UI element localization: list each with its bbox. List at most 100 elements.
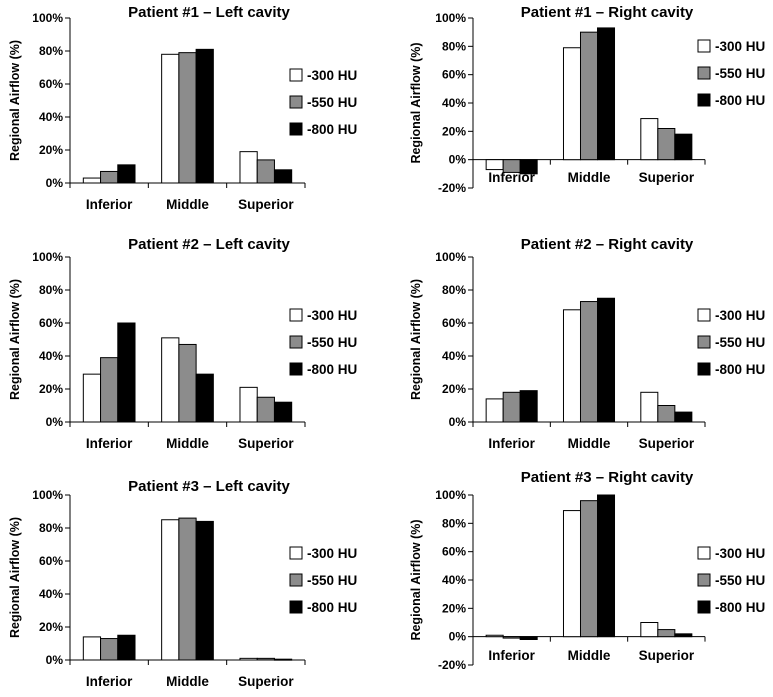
bar-middle-550hu [178, 517, 197, 661]
legend-label: -550 HU [715, 66, 765, 81]
bar-middle-800hu [195, 520, 214, 661]
x-category-label: Superior [238, 436, 294, 451]
y-tick-label: 80% [39, 521, 63, 535]
bar-inferior-300hu [82, 373, 102, 423]
legend-label: -550 HU [307, 573, 357, 588]
y-tick-label: 100% [435, 11, 466, 25]
bar-superior-550hu [657, 629, 676, 638]
legend-label: -800 HU [715, 362, 765, 377]
chart-title: Patient #1 – Right cavity [521, 4, 694, 21]
bar-middle-800hu [597, 494, 616, 638]
bar-superior-550hu [256, 396, 275, 423]
y-tick-label: 20% [442, 601, 466, 615]
y-axis-label: Regional Airflow (%) [8, 40, 22, 161]
legend: -300 HU -550 HU -800 HU [697, 39, 765, 108]
bar-inferior-550hu [502, 636, 521, 639]
y-axis-label: Regional Airflow (%) [409, 519, 423, 640]
legend: -300 HU -550 HU -800 HU [289, 68, 357, 137]
legend-swatch [289, 573, 303, 587]
y-tick-label: 80% [39, 44, 63, 58]
legend-swatch [289, 600, 303, 614]
bar-superior-800hu [674, 411, 693, 423]
bar-middle-300hu [562, 47, 581, 161]
bar-inferior-550hu [100, 357, 119, 423]
bar-inferior-300hu [82, 636, 102, 661]
bar-inferior-800hu [519, 159, 538, 175]
legend-swatch [289, 362, 303, 376]
bar-middle-300hu [161, 337, 180, 423]
y-tick-label: 40% [442, 573, 466, 587]
bar-middle-550hu [579, 301, 599, 423]
bar-middle-300hu [161, 53, 180, 184]
x-category-label: Superior [238, 197, 294, 212]
x-category-label: Inferior [488, 170, 535, 185]
y-axis-label: Regional Airflow (%) [8, 517, 22, 638]
bar-superior-300hu [239, 151, 258, 184]
y-tick-label: 100% [435, 250, 466, 264]
x-category-label: Superior [639, 436, 695, 451]
chart-title: Patient #2 – Right cavity [521, 236, 694, 253]
legend-label: -300 HU [715, 546, 765, 561]
bar-inferior-800hu [117, 164, 136, 184]
y-tick-label: 100% [32, 250, 63, 264]
bar-superior-800hu [674, 133, 693, 161]
legend-label: -550 HU [715, 573, 765, 588]
y-tick-label: 60% [39, 554, 63, 568]
legend-label: -300 HU [307, 308, 357, 323]
legend: -300 HU -550 HU -800 HU [289, 308, 357, 377]
chart-title: Patient #2 – Left cavity [128, 236, 290, 253]
y-tick-label: 0% [449, 415, 467, 429]
bar-middle-550hu [579, 500, 599, 638]
y-tick-label: 0% [449, 153, 467, 167]
legend-label: -800 HU [307, 362, 357, 377]
bar-inferior-300hu [485, 398, 504, 423]
legend-swatch [289, 95, 303, 109]
legend-swatch [289, 122, 303, 136]
y-tick-label: 80% [442, 516, 466, 530]
legend-swatch [697, 362, 711, 376]
bar-middle-300hu [161, 519, 180, 661]
legend-swatch [289, 335, 303, 349]
legend-swatch [697, 93, 711, 107]
y-tick-label: 0% [46, 653, 64, 667]
legend-label: -300 HU [307, 68, 357, 83]
bar-superior-550hu [657, 128, 676, 161]
bar-middle-300hu [562, 510, 581, 638]
bar-superior-800hu [273, 169, 293, 184]
x-category-label: Middle [166, 674, 209, 689]
y-tick-label: 60% [442, 545, 466, 559]
y-tick-label: 100% [32, 11, 63, 25]
y-tick-label: 60% [39, 316, 63, 330]
x-category-label: Inferior [86, 197, 133, 212]
x-category-label: Inferior [86, 436, 133, 451]
legend-swatch [697, 600, 711, 614]
legend: -300 HU -550 HU -800 HU [289, 546, 357, 615]
x-category-label: Superior [639, 648, 695, 663]
chart-panel-3: Patient #2 – Left cavity Regional Airflow… [8, 236, 357, 451]
bar-middle-800hu [195, 373, 214, 423]
y-tick-label: 20% [442, 124, 466, 138]
bar-inferior-300hu [485, 634, 504, 638]
y-axis-label: Regional Airflow (%) [409, 42, 423, 163]
y-tick-label: 60% [442, 316, 466, 330]
y-tick-label: 60% [442, 68, 466, 82]
bar-middle-800hu [195, 48, 214, 184]
chart-title: Patient #3 – Right cavity [521, 469, 694, 486]
y-tick-label: 20% [442, 382, 466, 396]
legend-label: -550 HU [307, 95, 357, 110]
legend-swatch [697, 39, 711, 53]
y-tick-label: 40% [39, 587, 63, 601]
bar-superior-550hu [256, 657, 275, 661]
bar-superior-300hu [239, 386, 258, 423]
chart-panel-4: Patient #2 – Right cavity Regional Airflo… [409, 236, 765, 451]
legend-label: -800 HU [715, 600, 765, 615]
x-category-label: Superior [238, 674, 294, 689]
y-tick-label: 40% [442, 96, 466, 110]
bar-middle-800hu [597, 27, 616, 161]
bar-middle-300hu [562, 309, 581, 423]
bar-superior-300hu [640, 622, 659, 638]
x-category-label: Inferior [488, 648, 535, 663]
y-tick-label: 80% [442, 39, 466, 53]
y-tick-label: 40% [39, 349, 63, 363]
y-tick-label: 100% [435, 488, 466, 502]
